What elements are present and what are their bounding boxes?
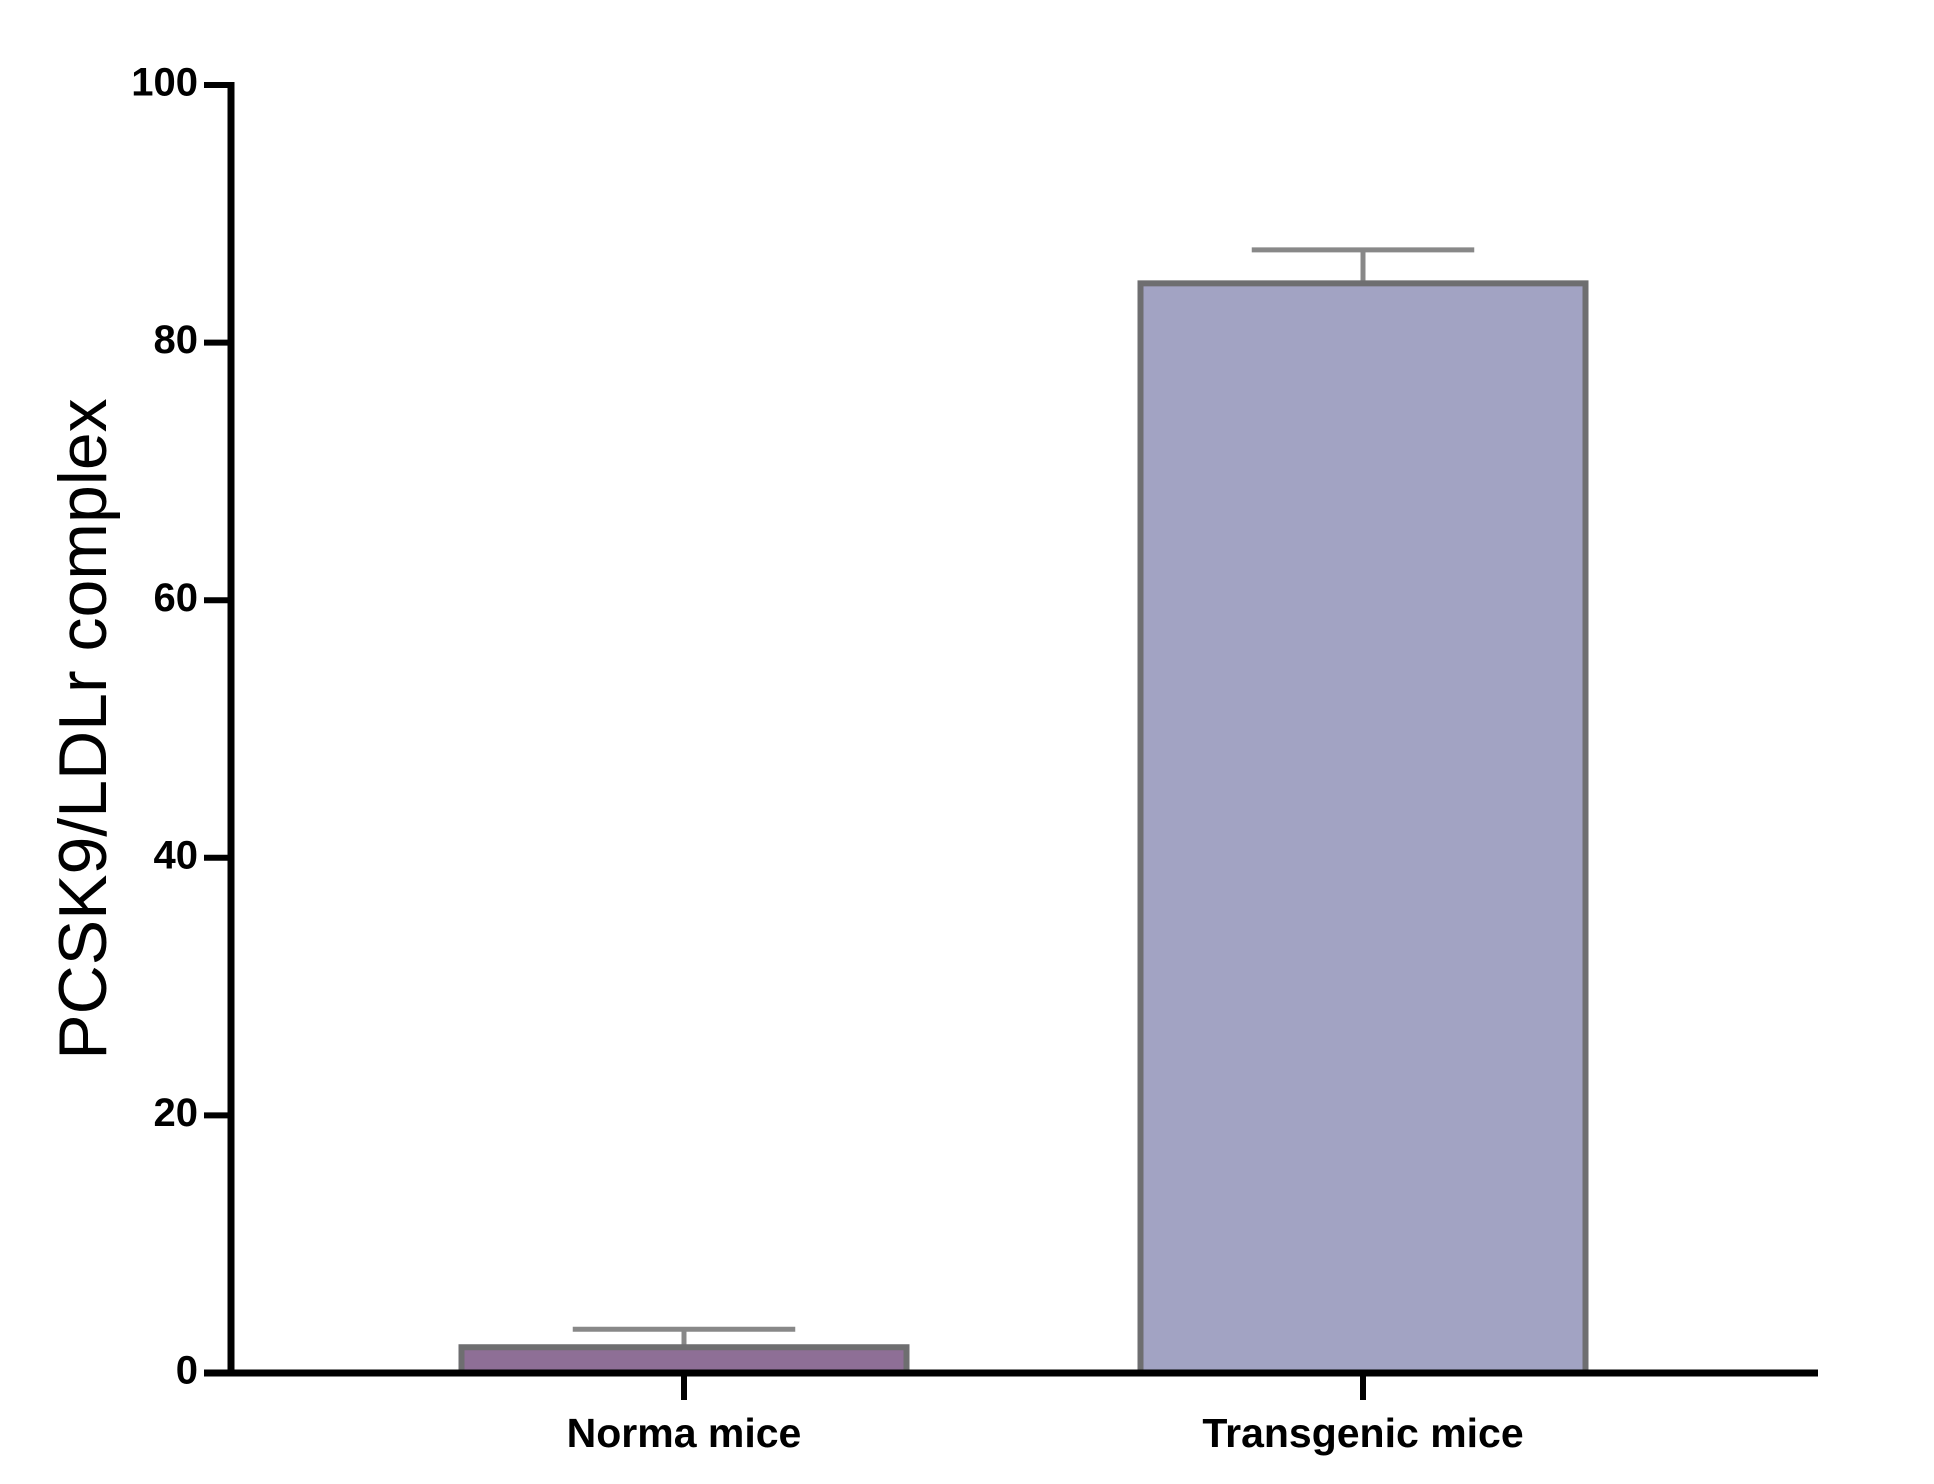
x-tick-label: Norma mice (567, 1410, 802, 1456)
x-tick-label: Transgenic mice (1202, 1410, 1523, 1456)
y-tick-label: 100 (131, 61, 198, 105)
bar (458, 1344, 910, 1376)
y-axis-label: PCSK9/LDLr complex (45, 398, 121, 1059)
bar (1137, 280, 1589, 1376)
y-tick-label: 60 (154, 576, 199, 620)
y-tick-label: 40 (154, 833, 199, 877)
y-tick-label: 0 (176, 1349, 198, 1393)
y-tick-label: 80 (154, 318, 199, 362)
y-tick-label: 20 (154, 1091, 199, 1135)
